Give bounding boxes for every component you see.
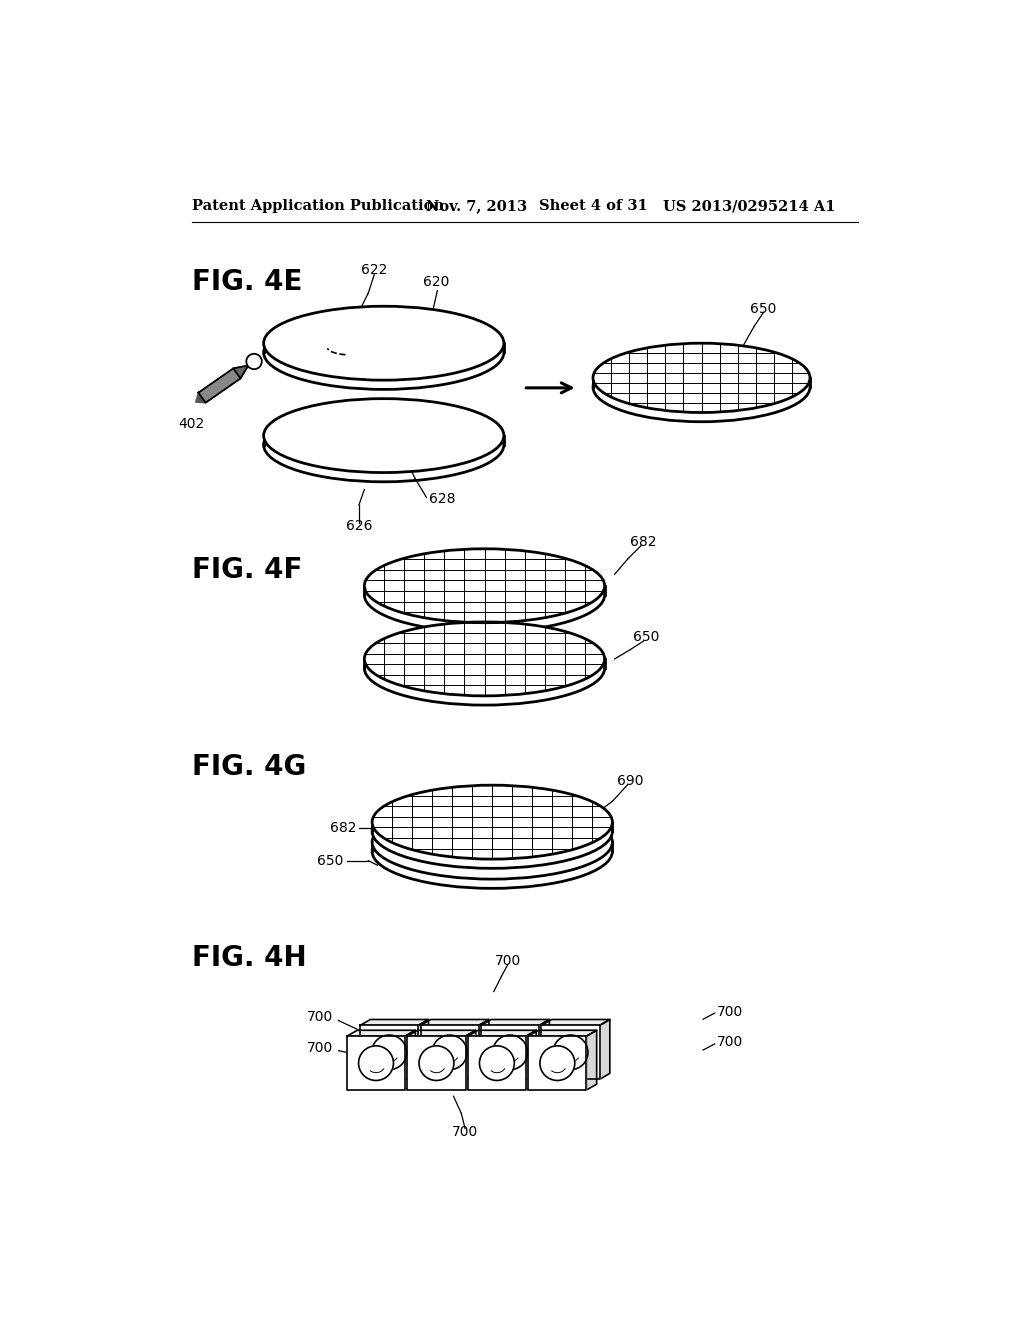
Text: Sheet 4 of 31: Sheet 4 of 31 — [539, 199, 647, 213]
Text: 626: 626 — [346, 520, 372, 533]
Text: 700: 700 — [495, 954, 521, 968]
Text: 682: 682 — [630, 535, 656, 549]
Ellipse shape — [372, 814, 612, 888]
Text: FIG. 4F: FIG. 4F — [191, 556, 302, 585]
Ellipse shape — [365, 631, 604, 705]
Polygon shape — [360, 1019, 428, 1026]
Text: 650: 650 — [633, 631, 658, 644]
Text: 700: 700 — [307, 1010, 334, 1024]
Polygon shape — [587, 1031, 597, 1090]
Text: 622: 622 — [361, 263, 388, 277]
Text: 402: 402 — [178, 417, 205, 432]
Polygon shape — [408, 1031, 476, 1036]
Polygon shape — [481, 1026, 540, 1080]
Circle shape — [372, 1035, 407, 1069]
Circle shape — [479, 1045, 514, 1081]
Polygon shape — [408, 1036, 466, 1090]
Polygon shape — [347, 1036, 406, 1090]
Polygon shape — [478, 1019, 488, 1080]
Polygon shape — [526, 1031, 537, 1090]
Polygon shape — [600, 1019, 610, 1080]
Polygon shape — [199, 368, 241, 403]
Circle shape — [432, 1035, 467, 1069]
Polygon shape — [542, 1019, 610, 1026]
Circle shape — [493, 1035, 527, 1069]
Ellipse shape — [263, 306, 504, 380]
Polygon shape — [421, 1019, 488, 1026]
Polygon shape — [528, 1031, 597, 1036]
Circle shape — [419, 1045, 454, 1081]
Text: 700: 700 — [307, 1040, 334, 1055]
Text: 620: 620 — [423, 275, 450, 289]
Circle shape — [553, 1035, 588, 1069]
Polygon shape — [468, 1036, 526, 1090]
Ellipse shape — [365, 549, 604, 623]
Polygon shape — [360, 1026, 418, 1080]
Polygon shape — [196, 392, 206, 403]
Circle shape — [540, 1045, 574, 1081]
Circle shape — [358, 1045, 393, 1081]
Text: 700: 700 — [717, 1005, 743, 1019]
Ellipse shape — [593, 352, 810, 422]
Polygon shape — [418, 1019, 428, 1080]
Ellipse shape — [263, 399, 504, 473]
Polygon shape — [466, 1031, 476, 1090]
Text: 690: 690 — [616, 774, 643, 788]
Ellipse shape — [263, 408, 504, 482]
Polygon shape — [421, 1026, 478, 1080]
Polygon shape — [542, 1026, 600, 1080]
Polygon shape — [481, 1019, 549, 1026]
Polygon shape — [406, 1031, 416, 1090]
Text: FIG. 4H: FIG. 4H — [191, 944, 306, 972]
Polygon shape — [528, 1036, 587, 1090]
Ellipse shape — [372, 785, 612, 859]
Ellipse shape — [593, 343, 810, 412]
Text: FIG. 4E: FIG. 4E — [191, 268, 302, 296]
Text: Patent Application Publication: Patent Application Publication — [191, 199, 443, 213]
Text: Nov. 7, 2013: Nov. 7, 2013 — [426, 199, 527, 213]
Ellipse shape — [372, 795, 612, 869]
Polygon shape — [468, 1031, 537, 1036]
Text: 682: 682 — [330, 821, 356, 836]
Polygon shape — [347, 1031, 416, 1036]
Ellipse shape — [372, 805, 612, 879]
Polygon shape — [233, 366, 249, 379]
Text: 650: 650 — [317, 854, 343, 867]
Ellipse shape — [365, 558, 604, 632]
Text: 628: 628 — [429, 492, 456, 506]
Ellipse shape — [263, 315, 504, 389]
Circle shape — [247, 354, 262, 370]
Ellipse shape — [365, 622, 604, 696]
Text: FIG. 4G: FIG. 4G — [191, 752, 306, 780]
Text: 650: 650 — [751, 301, 776, 315]
Text: US 2013/0295214 A1: US 2013/0295214 A1 — [663, 199, 836, 213]
Text: 700: 700 — [452, 1126, 478, 1139]
Text: 700: 700 — [717, 1035, 743, 1049]
Polygon shape — [540, 1019, 549, 1080]
